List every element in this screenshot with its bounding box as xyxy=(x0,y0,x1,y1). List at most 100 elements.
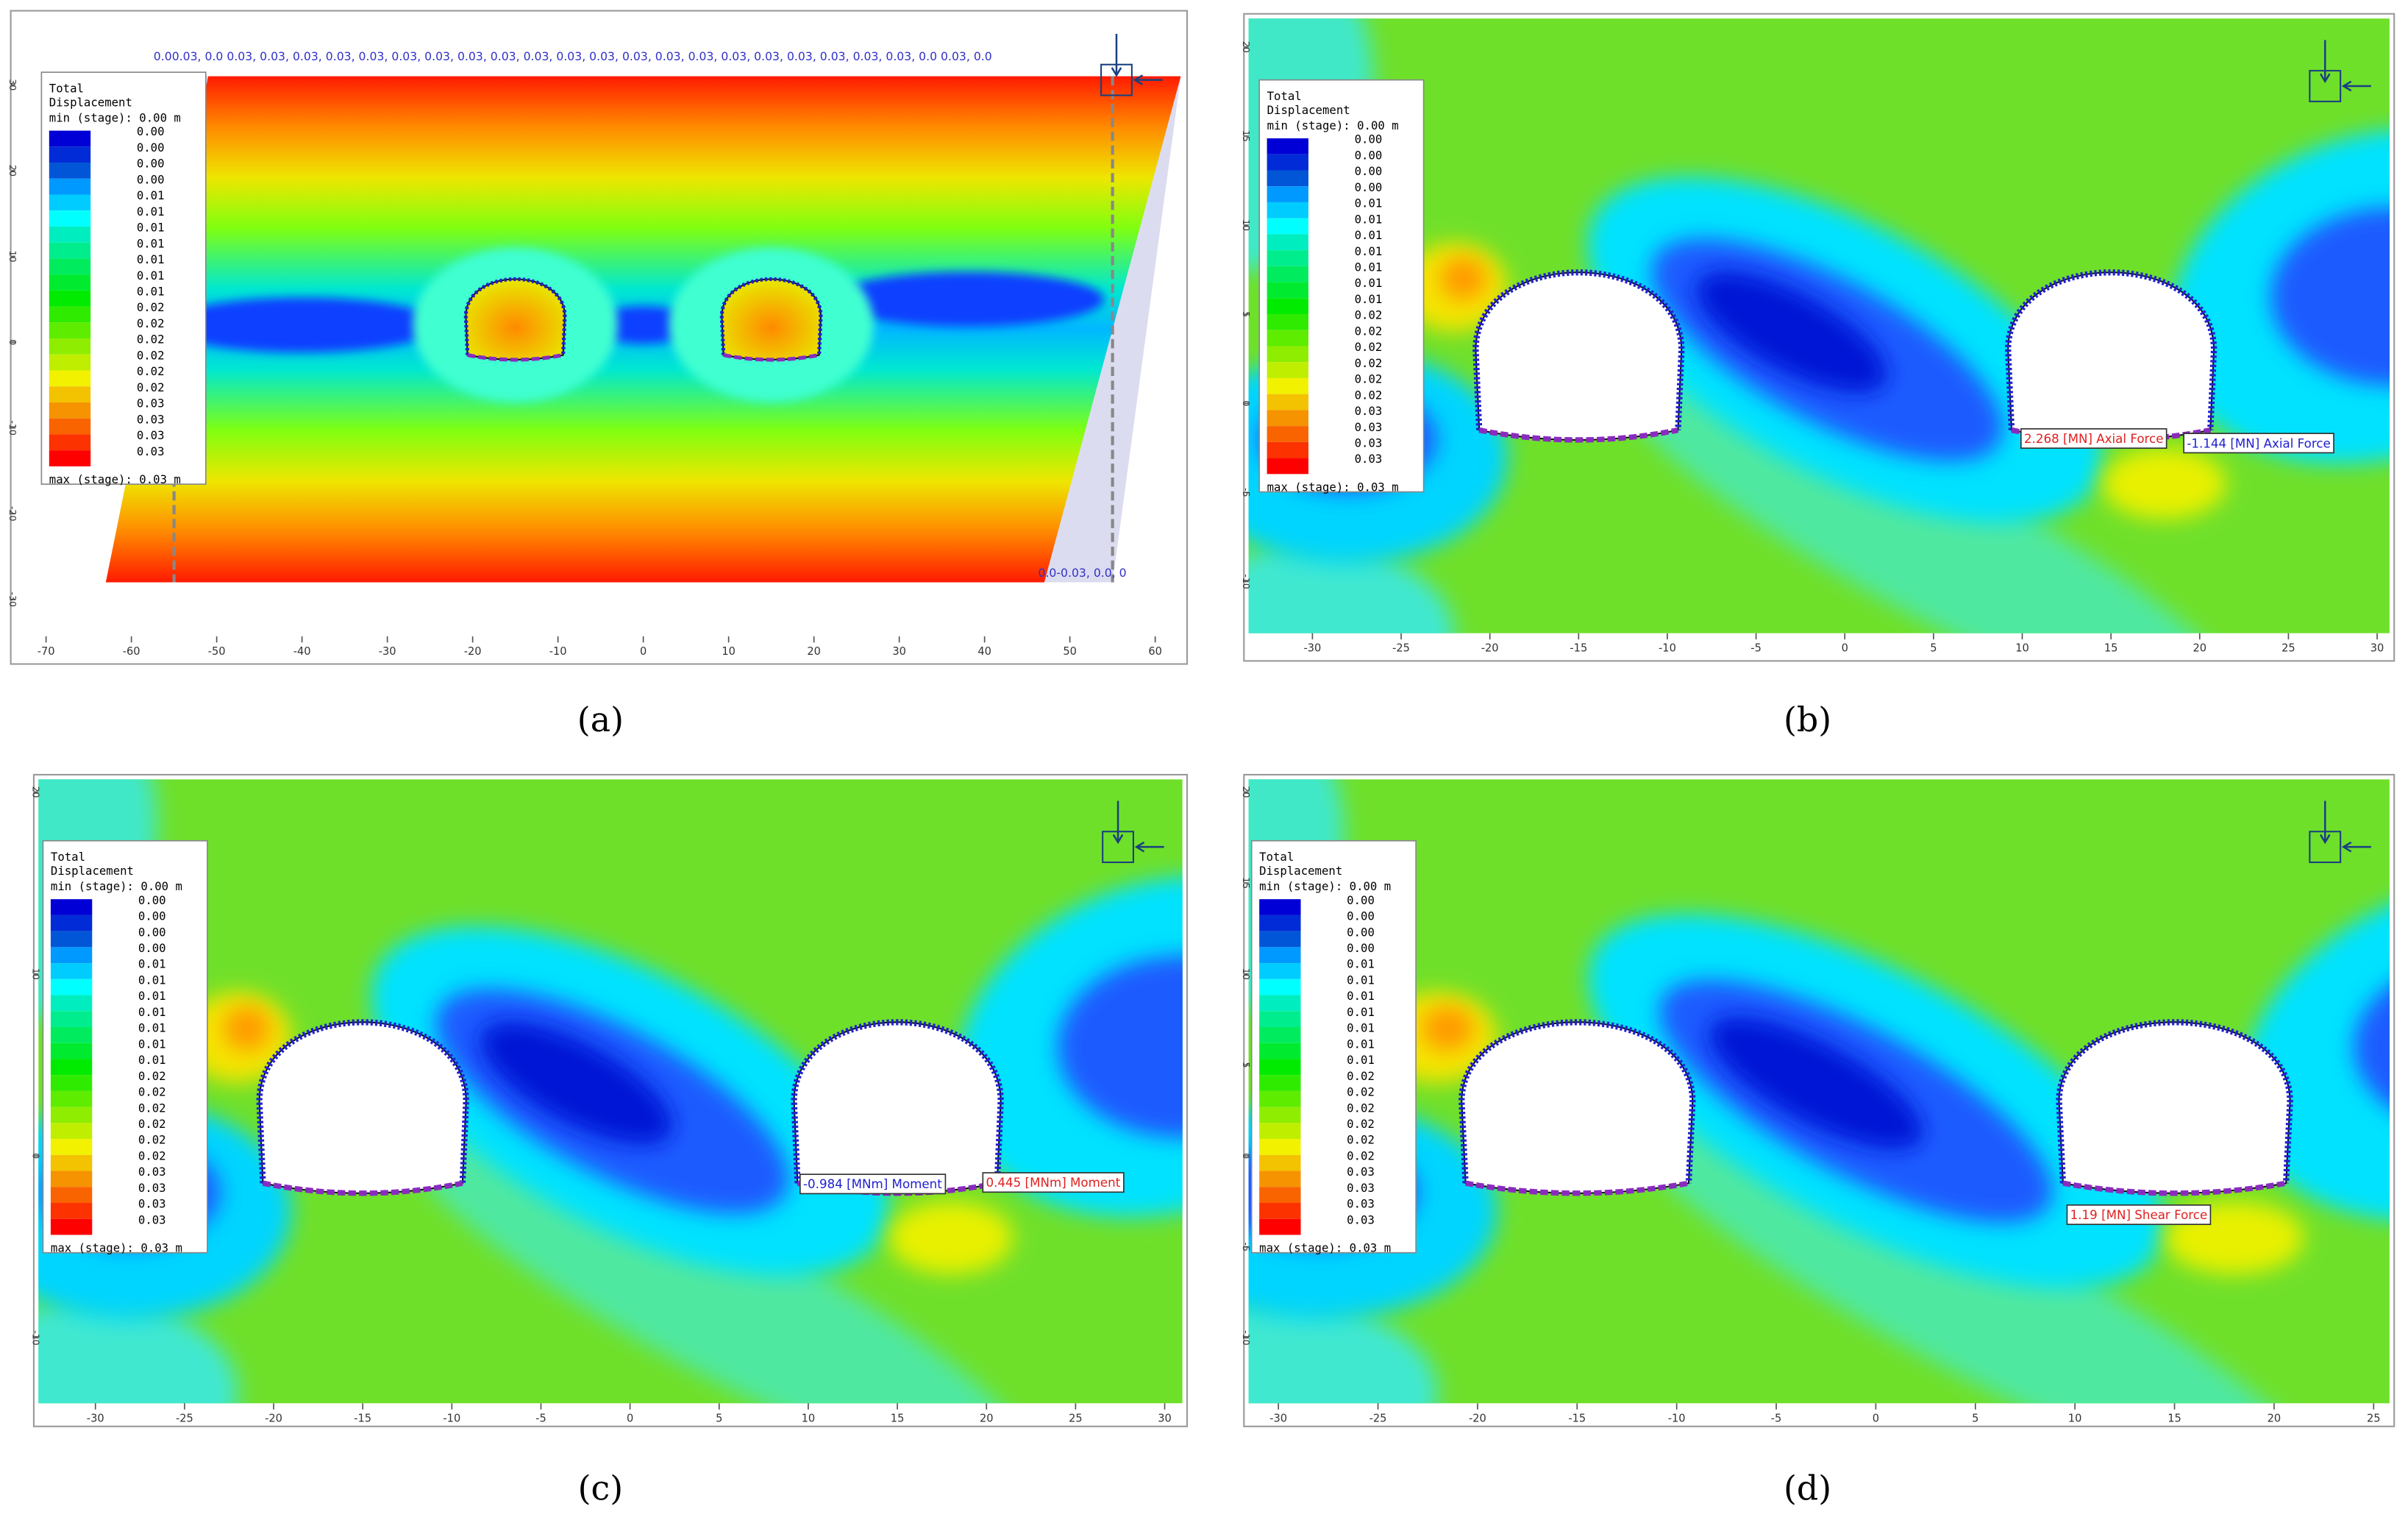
annotation-text: 1.19 [MN] Shear Force xyxy=(2070,1207,2208,1222)
legend-swatch xyxy=(50,1059,93,1076)
axis-icon-arrow xyxy=(1112,800,1164,853)
annotation-box xyxy=(2183,433,2334,454)
axis-icon-arrow xyxy=(2319,800,2371,853)
legend-swatch xyxy=(1267,218,1308,235)
x-tick-label: 60 xyxy=(1148,645,1162,658)
annotation: 0.0-0.03, 0.0, 0 xyxy=(1038,566,1126,580)
x-tick-label: 15 xyxy=(2104,642,2118,655)
legend-swatch xyxy=(50,1154,93,1171)
legend-value: 0.01 xyxy=(1347,957,1375,971)
tunnel xyxy=(258,1021,467,1194)
y-tick-label: 20 xyxy=(1241,41,1252,53)
legend-value: 0.00 xyxy=(138,925,166,939)
legend-swatch xyxy=(49,163,91,179)
legend-swatch xyxy=(50,995,93,1012)
annotation-box xyxy=(799,1173,947,1195)
contour-zone xyxy=(2242,872,2390,1221)
legend-value: 0.00 xyxy=(138,941,166,955)
legend-value: 0.03 xyxy=(137,428,165,442)
x-tick-label: 10 xyxy=(2015,642,2029,655)
y-tick-label: -10 xyxy=(1241,1330,1252,1345)
legend-value: 0.01 xyxy=(138,1005,166,1019)
legend-swatch xyxy=(50,1187,93,1203)
legend-value: 0.01 xyxy=(138,957,166,971)
x-tick-label: -30 xyxy=(87,1412,104,1424)
annotation-text: -1.144 [MN] Axial Force xyxy=(2187,436,2331,450)
contour-plot xyxy=(15,15,1183,636)
legend-swatch xyxy=(50,915,93,931)
legend-value: 0.02 xyxy=(1355,340,1383,354)
legend-value: 0.00 xyxy=(1355,180,1383,194)
legend-value: 0.03 xyxy=(137,412,165,426)
tunnel xyxy=(1475,271,1683,441)
legend-swatch xyxy=(49,226,91,243)
legend-swatch xyxy=(1267,266,1308,283)
legend-max: max (stage): 0.03 m xyxy=(49,472,181,486)
x-tick-label: 30 xyxy=(2370,642,2384,655)
legend-swatch xyxy=(49,194,91,211)
annotation-text: -0.984 [MNm] Moment xyxy=(803,1176,942,1191)
tunnel-invert xyxy=(262,1180,463,1196)
legend-value: 0.02 xyxy=(1347,1085,1375,1099)
y-tick-label: -20 xyxy=(7,506,18,521)
legend-value: 0.00 xyxy=(1347,893,1375,907)
legend-value: 0.03 xyxy=(138,1181,166,1195)
legend-value: 0.02 xyxy=(137,316,165,330)
tunnel xyxy=(793,1021,1002,1194)
legend-swatch xyxy=(49,450,91,466)
legend-value: 0.01 xyxy=(138,973,166,987)
contour-zone xyxy=(592,306,695,344)
panel-label: (a) xyxy=(577,700,624,739)
y-tick-label: 15 xyxy=(1241,130,1252,142)
legend-swatch xyxy=(1267,234,1308,251)
legend-value: 0.01 xyxy=(1355,276,1383,290)
legend-value: 0.01 xyxy=(138,1021,166,1035)
panel: -30 -25 -20 -15 -10 -5 0 5 10 15 20 25 30 20 15 10 5 0 -5 -… xyxy=(1241,13,2395,739)
x-tick-label: -15 xyxy=(1570,642,1587,655)
x-tick-label: -25 xyxy=(1392,642,1410,655)
contour-zone xyxy=(1618,367,2249,633)
annotation: 0.445 [MNm] Moment xyxy=(982,1172,1125,1193)
legend-swatch xyxy=(50,1026,93,1043)
legend-value: 0.01 xyxy=(1355,196,1383,210)
legend-value: 0.02 xyxy=(1347,1069,1375,1083)
x-tick-label: 5 xyxy=(1972,1412,1978,1424)
legend-value: 0.00 xyxy=(137,124,165,138)
legend-max: max (stage): 0.03 m xyxy=(51,1241,182,1255)
legend-value: 0.01 xyxy=(1347,1037,1375,1051)
panel-label: (d) xyxy=(1784,1468,1831,1508)
tunnel-lining xyxy=(719,277,823,355)
x-tick-label: -5 xyxy=(535,1412,546,1424)
legend-value: 0.03 xyxy=(1347,1165,1375,1179)
x-tick-label: -30 xyxy=(379,645,396,658)
annotation: 2.268 [MN] Axial Force xyxy=(2020,428,2167,449)
legend-value: 0.02 xyxy=(138,1133,166,1147)
legend-swatch xyxy=(49,258,91,275)
legend-swatch xyxy=(1259,1218,1301,1235)
legend-value: 0.01 xyxy=(137,269,165,283)
legend-max: max (stage): 0.03 m xyxy=(1267,480,1399,494)
legend-value: 0.00 xyxy=(1347,925,1375,939)
legend-title: Displacement xyxy=(51,864,134,878)
contour-zone xyxy=(1422,1006,1474,1051)
legend-value: 0.02 xyxy=(1347,1133,1375,1147)
legend-swatch xyxy=(1267,362,1308,378)
legend-value: 0.02 xyxy=(137,380,165,394)
legend-swatch xyxy=(49,354,91,371)
legend-value: 0.03 xyxy=(1347,1181,1375,1195)
legend-swatch xyxy=(1267,314,1308,330)
x-tick-label: -10 xyxy=(1668,1412,1686,1424)
legend-swatch xyxy=(50,1171,93,1187)
contour-zone xyxy=(2270,207,2390,386)
annotation-text: 0.445 [MNm] Moment xyxy=(986,1175,1121,1190)
legend-title: Total xyxy=(1259,850,1294,864)
legend-value: 0.01 xyxy=(1347,973,1375,987)
legend-title: Total xyxy=(1267,89,1302,103)
legend-value: 0.01 xyxy=(138,1053,166,1067)
legend-swatch xyxy=(50,1202,93,1219)
legend-value: 0.01 xyxy=(138,1037,166,1051)
legend-value: 0.02 xyxy=(1347,1148,1375,1162)
